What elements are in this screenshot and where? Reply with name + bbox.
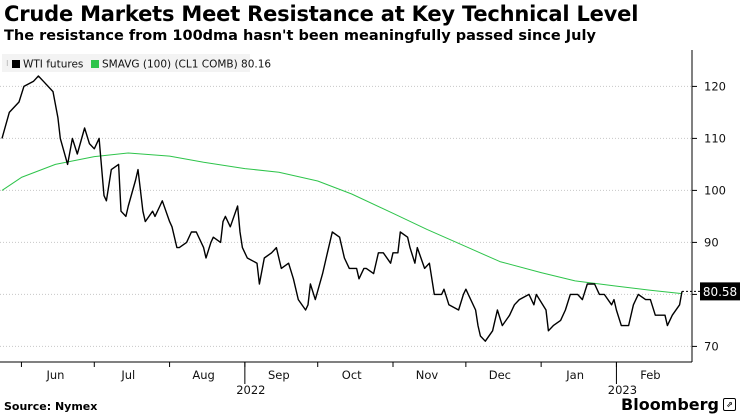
y-tick-label-100: 100 [704,183,726,197]
brand-name: Bloomberg [621,395,719,414]
x-tick-label-oct: Oct [342,368,362,382]
series-line-sma [1,152,683,295]
gridlines [0,85,692,347]
y-tick-label-120: 120 [704,79,726,93]
brand-logo: Bloomberg ⇗ [621,395,736,414]
x-tick-label-sep: Sep [268,368,290,382]
y-tick-label-70: 70 [704,339,719,353]
y-axis: 708090100110120 [691,50,726,362]
x-tick-label-jun: Jun [45,368,64,382]
x-tick-label-aug: Aug [192,368,214,382]
x-tick-label-nov: Nov [416,368,439,382]
x-tick-label-feb: Feb [640,368,660,382]
y-tick-label-110: 110 [704,131,726,145]
y-tick-label-90: 90 [704,235,719,249]
series-line-wti [1,75,683,342]
legend-label-wti: WTI futures [23,59,83,71]
legend-pin-icon: ⁝ [6,59,9,68]
last-value-label: 80.58 [703,285,737,299]
legend-background [2,54,250,72]
x-tick-label-dec: Dec [489,368,511,382]
chart-subtitle: The resistance from 100dma hasn't been m… [4,28,596,44]
x-axis: Jun Jul Aug Sep Oct Nov Dec Jan Feb 2022 2023 [0,361,692,397]
x-tick-label-jan: Jan [565,368,584,382]
legend-label-sma: SMAVG (100) (CL1 COMB) 80.16 [102,59,271,71]
series-lines [1,75,683,342]
brand-badge-icon: ⇗ [723,398,736,411]
legend-swatch-sma [91,60,99,68]
x-year-label-2023: 2023 [608,383,637,397]
last-value-marker: 80.58 [682,282,740,301]
last-value-box [700,282,740,301]
chart-title: Crude Markets Meet Resistance at Key Tec… [4,2,639,26]
x-tick-label-jul: Jul [120,368,135,382]
legend: ⁝ WTI futures SMAVG (100) (CL1 COMB) 80.… [2,54,271,72]
x-year-label-2022: 2022 [236,383,265,397]
source-note: Source: Nymex [4,400,98,413]
legend-swatch-wti [12,60,20,68]
